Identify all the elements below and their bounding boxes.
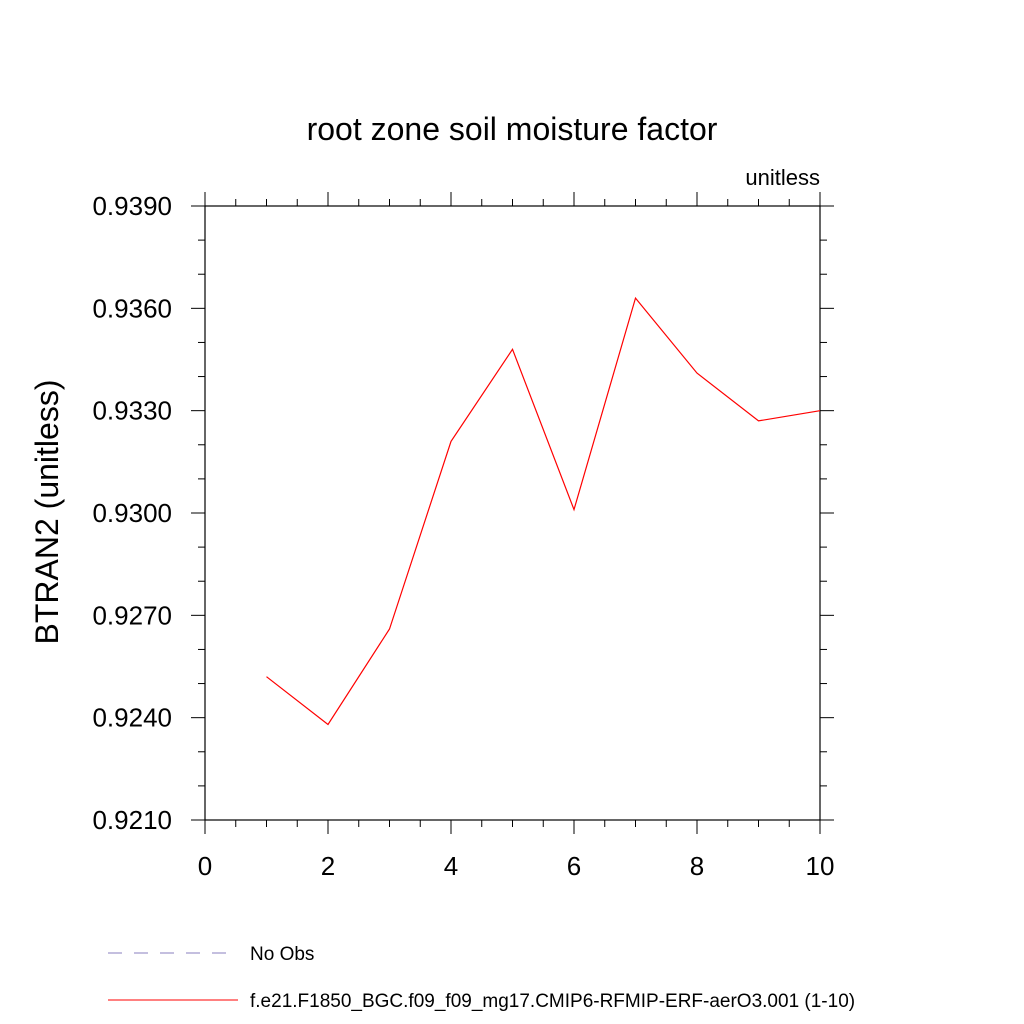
legend-label-2: f.e21.F1850_BGC.f09_f09_mg17.CMIP6-RFMIP…	[250, 991, 855, 1012]
axis-tick-labels: 0 2 4 6 8 10 0.9210 0.9240 0.9270 0.9300 0.9330 0.9…	[92, 191, 834, 881]
x-tick-label: 4	[444, 851, 458, 881]
y-tick-label: 0.9390	[92, 191, 172, 221]
y-tick-label: 0.9300	[92, 498, 172, 528]
x-tick-label: 0	[198, 851, 212, 881]
y-tick-label: 0.9210	[92, 805, 172, 835]
y-tick-label: 0.9330	[92, 396, 172, 426]
legend: No Obs f.e21.F1850_BGC.f09_f09_mg17.CMIP6…	[108, 944, 855, 1012]
x-tick-label: 6	[567, 851, 581, 881]
y-axis-label: BTRAN2 (unitless)	[29, 380, 65, 645]
legend-label-1: No Obs	[250, 944, 314, 965]
x-tick-label: 2	[321, 851, 335, 881]
y-tick-label: 0.9360	[92, 293, 172, 323]
axis-ticks	[191, 192, 834, 834]
x-tick-label: 10	[806, 851, 835, 881]
units-label: unitless	[745, 165, 820, 190]
plot-frame	[204, 205, 821, 821]
chart-title: root zone soil moisture factor	[307, 111, 718, 147]
series-line-1	[266, 296, 821, 726]
y-tick-label: 0.9270	[92, 600, 172, 630]
series-layer	[266, 296, 821, 726]
x-tick-label: 8	[690, 851, 704, 881]
y-tick-label: 0.9240	[92, 703, 172, 733]
